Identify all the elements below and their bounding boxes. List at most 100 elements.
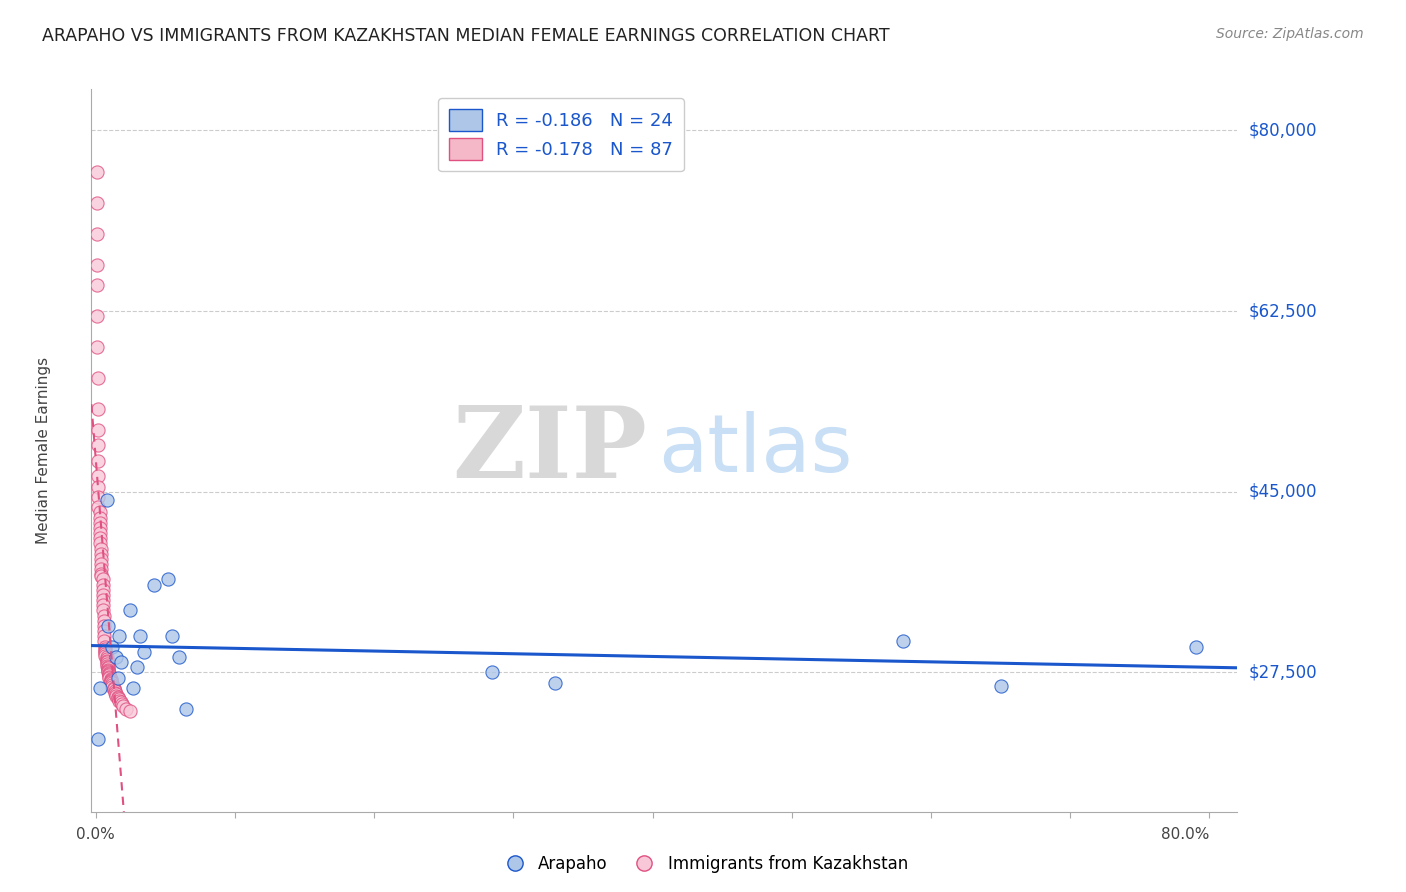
Text: ARAPAHO VS IMMIGRANTS FROM KAZAKHSTAN MEDIAN FEMALE EARNINGS CORRELATION CHART: ARAPAHO VS IMMIGRANTS FROM KAZAKHSTAN ME…	[42, 27, 890, 45]
Point	[86, 258, 108, 272]
Point	[93, 624, 115, 639]
Text: 0.0%: 0.0%	[76, 827, 115, 842]
Point	[134, 645, 156, 659]
Point	[97, 663, 120, 677]
Point	[104, 686, 127, 700]
Text: 80.0%: 80.0%	[1161, 827, 1209, 842]
Point	[108, 694, 131, 708]
Text: ZIP: ZIP	[453, 402, 647, 499]
Point	[89, 516, 111, 530]
Point	[91, 603, 114, 617]
Point	[89, 510, 111, 524]
Point	[89, 521, 111, 535]
Text: Median Female Earnings: Median Female Earnings	[35, 357, 51, 544]
Legend: R = -0.186   N = 24, R = -0.178   N = 87: R = -0.186 N = 24, R = -0.178 N = 87	[439, 98, 683, 171]
Point	[112, 699, 135, 714]
Text: $45,000: $45,000	[1249, 483, 1317, 500]
Point	[96, 655, 118, 669]
Text: Source: ZipAtlas.com: Source: ZipAtlas.com	[1216, 27, 1364, 41]
Point	[93, 629, 115, 643]
Point	[90, 562, 112, 576]
Point	[104, 684, 127, 698]
Point	[96, 657, 118, 672]
Point	[481, 665, 503, 680]
Point	[98, 666, 121, 681]
Point	[96, 649, 118, 664]
Point	[86, 165, 108, 179]
Point	[90, 569, 112, 583]
Point	[122, 681, 145, 695]
Text: atlas: atlas	[658, 411, 853, 490]
Point	[1184, 640, 1206, 654]
Point	[87, 732, 110, 747]
Point	[127, 660, 149, 674]
Point	[167, 649, 190, 664]
Point	[100, 673, 122, 687]
Point	[91, 599, 114, 613]
Point	[101, 640, 124, 654]
Point	[87, 500, 110, 515]
Point	[120, 704, 142, 718]
Point	[98, 668, 121, 682]
Point	[94, 645, 117, 659]
Point	[89, 531, 111, 545]
Text: $27,500: $27,500	[1249, 664, 1317, 681]
Point	[89, 536, 111, 550]
Point	[98, 667, 121, 681]
Point	[94, 641, 117, 656]
Point	[105, 689, 128, 703]
Point	[91, 588, 114, 602]
Point	[98, 671, 121, 685]
Point	[86, 227, 108, 241]
Point	[93, 634, 115, 648]
Point	[107, 690, 129, 705]
Point	[94, 647, 117, 661]
Point	[86, 340, 108, 354]
Point	[87, 438, 110, 452]
Point	[990, 679, 1012, 693]
Point	[105, 649, 128, 664]
Point	[96, 493, 118, 508]
Point	[107, 671, 129, 685]
Point	[87, 469, 110, 483]
Point	[100, 673, 122, 688]
Point	[101, 680, 124, 694]
Point	[90, 547, 112, 561]
Point	[108, 629, 131, 643]
Point	[108, 692, 131, 706]
Point	[111, 698, 134, 712]
Point	[143, 577, 166, 591]
Point	[87, 480, 110, 494]
Point	[105, 687, 128, 701]
Point	[129, 629, 152, 643]
Point	[93, 608, 115, 623]
Point	[110, 695, 132, 709]
Point	[96, 654, 118, 668]
Point	[86, 278, 108, 293]
Point	[100, 672, 122, 686]
Point	[87, 490, 110, 504]
Point	[98, 669, 121, 683]
Point	[96, 659, 118, 673]
Point	[103, 681, 125, 695]
Point	[91, 582, 114, 597]
Point	[100, 674, 122, 689]
Point	[86, 310, 108, 324]
Point	[90, 557, 112, 571]
Point	[89, 505, 111, 519]
Point	[94, 640, 117, 654]
Point	[115, 701, 138, 715]
Point	[91, 577, 114, 591]
Point	[160, 629, 183, 643]
Point	[97, 665, 120, 679]
Point	[107, 691, 129, 706]
Point	[97, 661, 120, 675]
Point	[891, 634, 914, 648]
Point	[103, 681, 125, 696]
Legend: Arapaho, Immigrants from Kazakhstan: Arapaho, Immigrants from Kazakhstan	[491, 848, 915, 880]
Point	[90, 541, 112, 556]
Point	[96, 652, 118, 666]
Point	[91, 573, 114, 587]
Point	[97, 660, 120, 674]
Point	[97, 619, 120, 633]
